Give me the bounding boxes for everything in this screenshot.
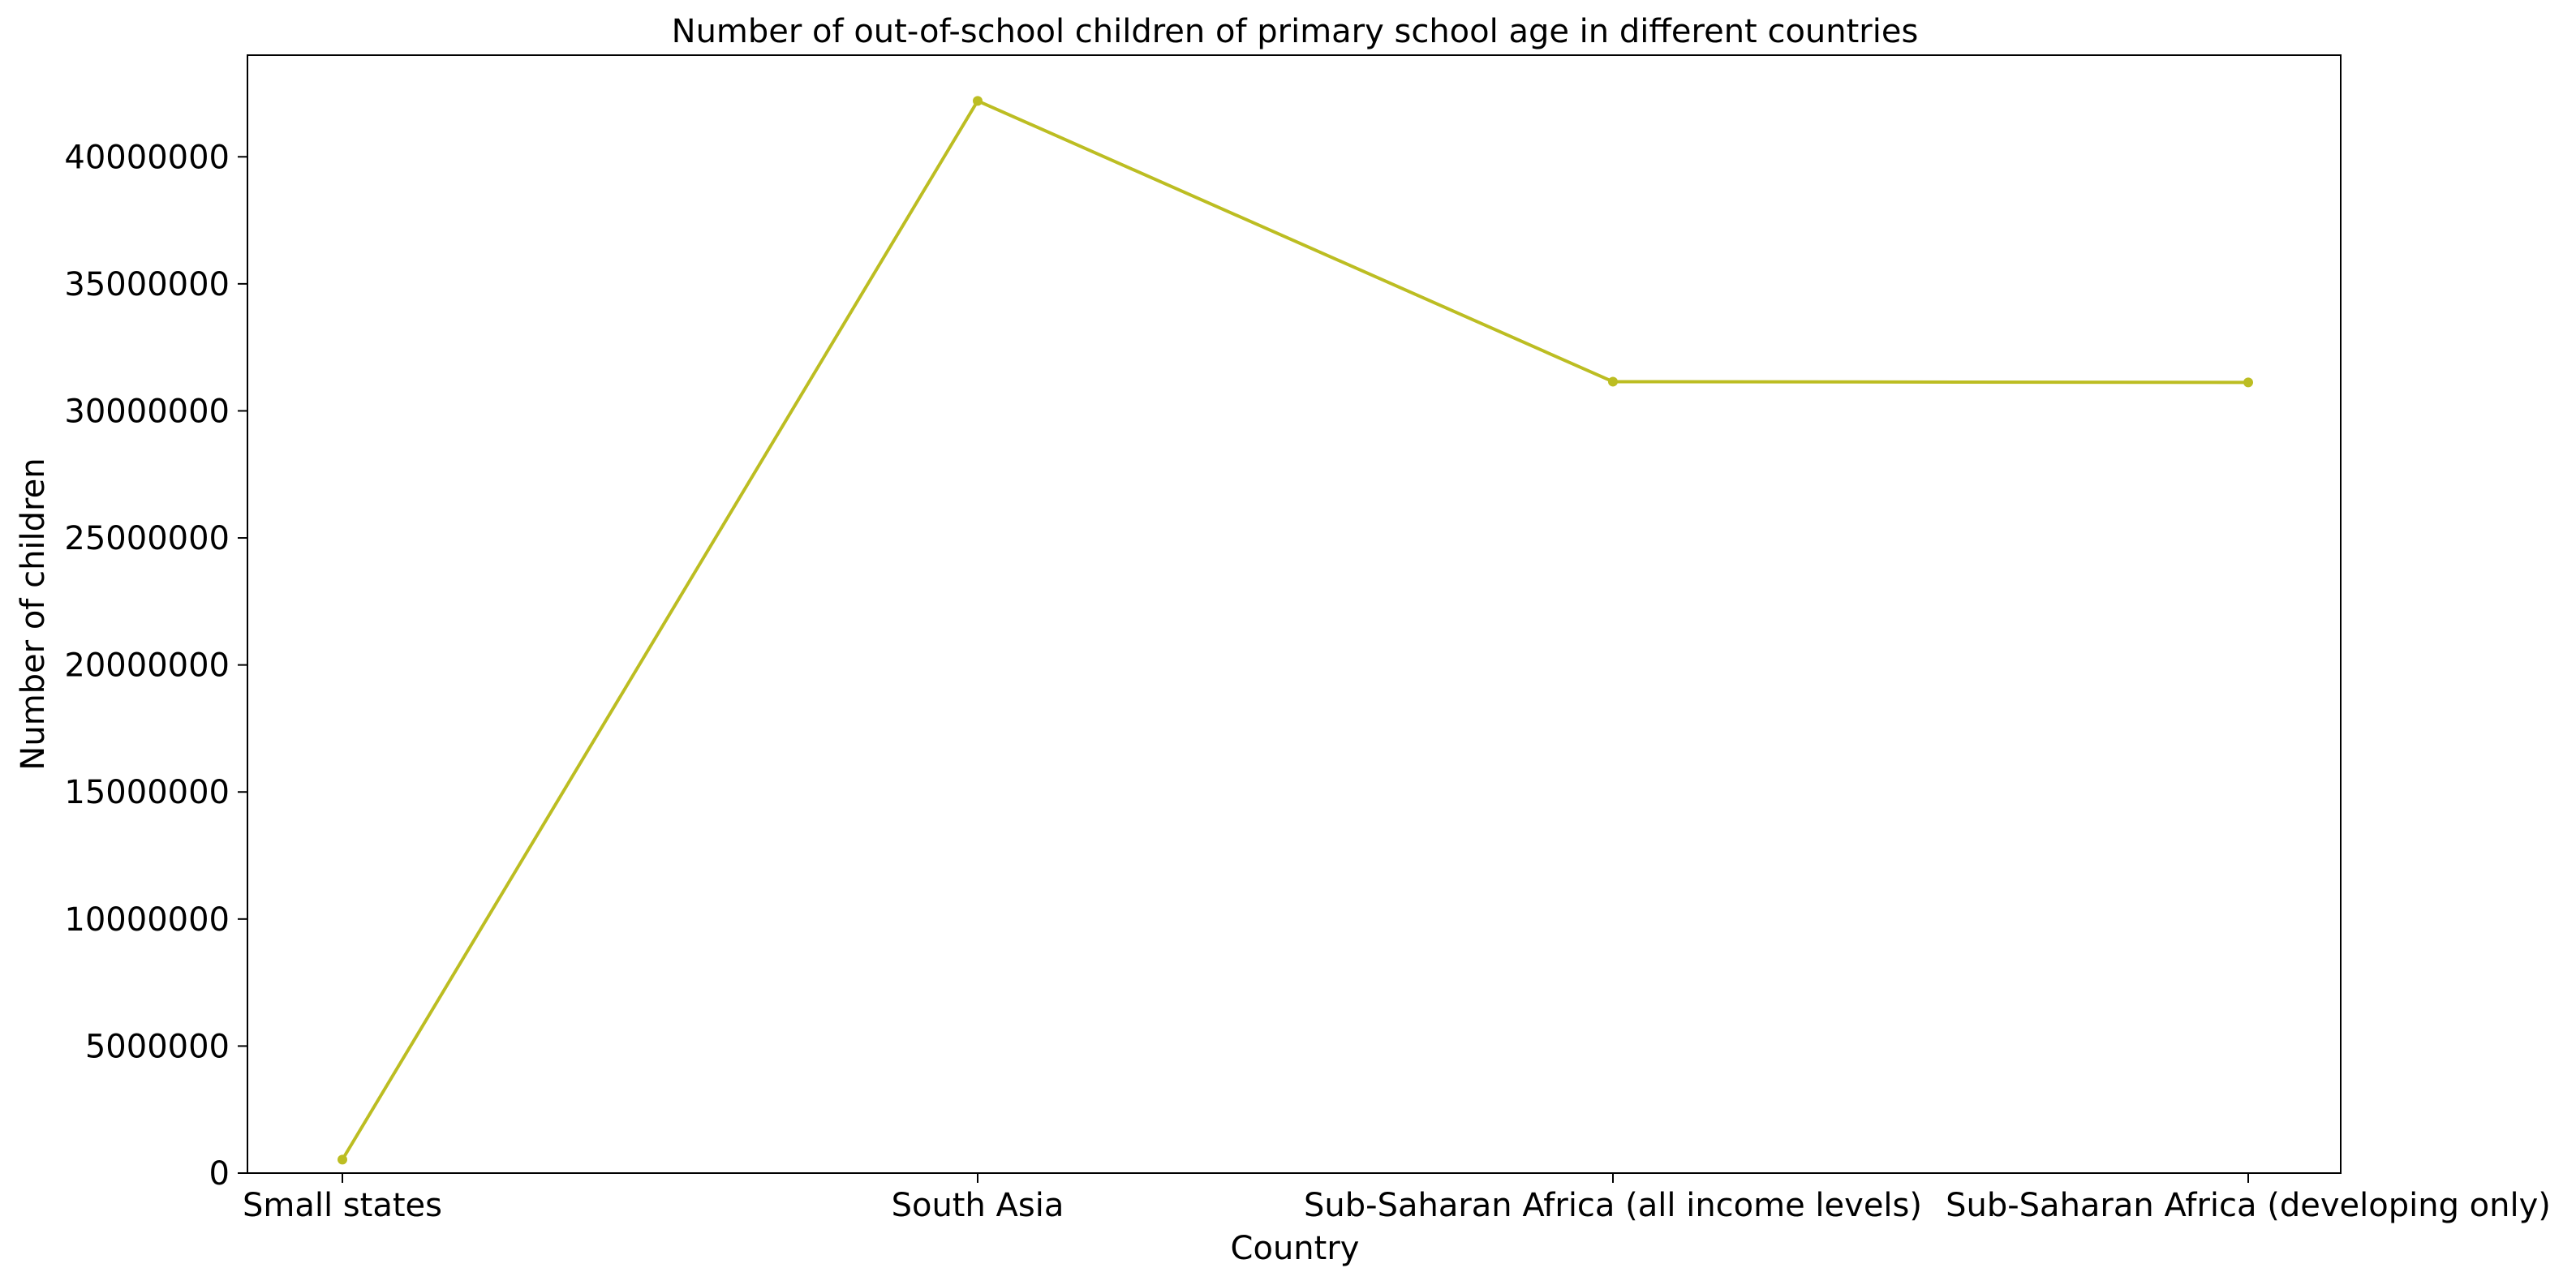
x-tick-label: Small states (243, 1187, 442, 1224)
data-point (973, 96, 983, 106)
data-point (338, 1154, 347, 1165)
x-axis-label: Country (1231, 1230, 1360, 1267)
x-tick-label: South Asia (892, 1187, 1064, 1224)
chart-title: Number of out-of-school children of prim… (672, 13, 1919, 50)
y-tick-label: 0 (209, 1155, 230, 1193)
series-layer (338, 96, 2253, 1165)
y-tick-label: 20000000 (64, 647, 230, 685)
x-axis: Small states South Asia Sub-Saharan Africa… (243, 1173, 2551, 1224)
y-tick-label: 5000000 (85, 1028, 230, 1065)
x-tick-label: Sub-Saharan Africa (all income levels) (1304, 1187, 1922, 1224)
plot-frame (247, 54, 2342, 1174)
y-axis: 0 5000000 10000000 15000000 20000000 25000000… (64, 139, 247, 1193)
series-line (341, 99, 2249, 1161)
data-point (2243, 377, 2253, 388)
x-tick-label: Sub-Saharan Africa (developing only) (1946, 1187, 2551, 1224)
y-axis-label: Number of children (15, 458, 52, 770)
data-point (1608, 376, 1618, 387)
y-tick-label: 30000000 (64, 393, 230, 430)
y-tick-label: 35000000 (64, 266, 230, 303)
y-tick-label: 10000000 (64, 901, 230, 939)
y-tick-label: 25000000 (64, 520, 230, 557)
y-tick-label: 40000000 (64, 139, 230, 176)
y-tick-label: 15000000 (64, 774, 230, 811)
